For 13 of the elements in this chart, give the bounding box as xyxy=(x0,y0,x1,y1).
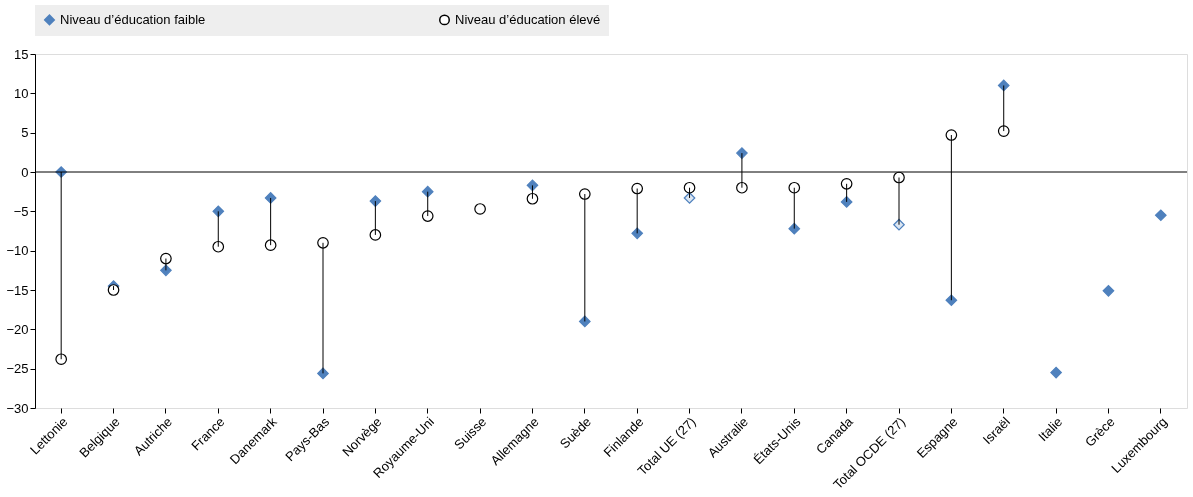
y-tick-label: 15 xyxy=(14,46,29,62)
y-tick-label: −10 xyxy=(6,243,29,259)
y-tick-label: 10 xyxy=(14,85,29,101)
y-tick-label: −5 xyxy=(13,203,29,219)
x-tick-label: Italie xyxy=(1035,414,1066,445)
y-tick-label: −30 xyxy=(6,400,29,416)
y-tick-label: −20 xyxy=(6,321,29,337)
y-tick-label: −25 xyxy=(6,361,29,377)
legend-label: Niveau d’éducation élevé xyxy=(455,11,601,27)
y-tick-label: 5 xyxy=(21,125,29,141)
y-tick-label: 0 xyxy=(21,164,29,180)
legend-label: Niveau d’éducation faible xyxy=(60,11,206,27)
y-tick-label: −15 xyxy=(6,282,29,298)
